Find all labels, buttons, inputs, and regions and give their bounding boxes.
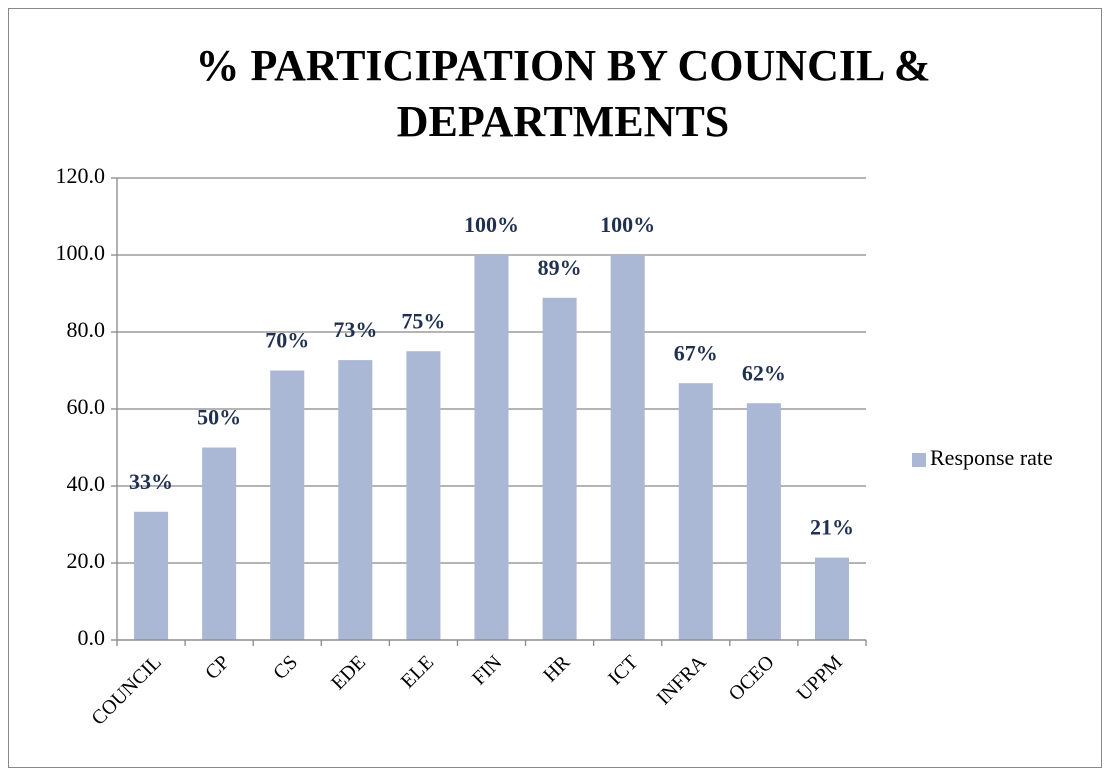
bar: [406, 351, 441, 640]
x-tick-label: OCEO: [725, 651, 779, 705]
data-label: 100%: [464, 212, 519, 237]
bar: [202, 447, 237, 640]
bar: [610, 255, 645, 640]
data-label: 73%: [333, 317, 377, 342]
bar: [134, 511, 169, 640]
x-tick-label: COUNCIL: [87, 651, 165, 729]
legend-swatch: [912, 453, 926, 467]
bar: [474, 255, 509, 640]
y-tick-label: 60.0: [67, 394, 106, 419]
data-label: 75%: [401, 308, 445, 333]
bar: [270, 370, 305, 640]
y-tick-label: 20.0: [67, 548, 106, 573]
data-label: 62%: [742, 360, 786, 385]
data-label: 50%: [197, 405, 241, 430]
bar: [746, 403, 781, 640]
data-label: 100%: [600, 212, 655, 237]
data-label: 67%: [674, 340, 718, 365]
y-tick-label: 40.0: [67, 471, 106, 496]
x-tick-label: ICT: [604, 651, 642, 689]
y-tick-label: 120.0: [56, 163, 106, 188]
x-tick-label: INFRA: [653, 651, 711, 709]
x-tick-label: CS: [269, 651, 302, 684]
x-tick-label: FIN: [468, 651, 506, 689]
y-tick-label: 100.0: [56, 240, 106, 265]
x-tick-label: ELE: [397, 651, 438, 692]
bar: [678, 383, 713, 640]
data-label: 70%: [265, 328, 309, 353]
bar: [338, 360, 373, 640]
data-label: 21%: [810, 515, 854, 540]
y-tick-label: 80.0: [67, 317, 106, 342]
chart-title: % PARTICIPATION BY COUNCIL & DEPARTMENTS: [195, 41, 931, 146]
x-tick-label: UPPM: [793, 651, 847, 705]
x-tick-label: HR: [539, 651, 575, 687]
legend-label: Response rate: [930, 445, 1053, 470]
data-label: 89%: [538, 255, 582, 280]
data-label: 33%: [129, 469, 173, 494]
bar: [542, 297, 577, 640]
bar: [814, 557, 849, 640]
y-tick-label: 0.0: [78, 625, 106, 650]
x-tick-label: EDE: [327, 651, 370, 694]
x-tick-label: CP: [201, 651, 234, 684]
